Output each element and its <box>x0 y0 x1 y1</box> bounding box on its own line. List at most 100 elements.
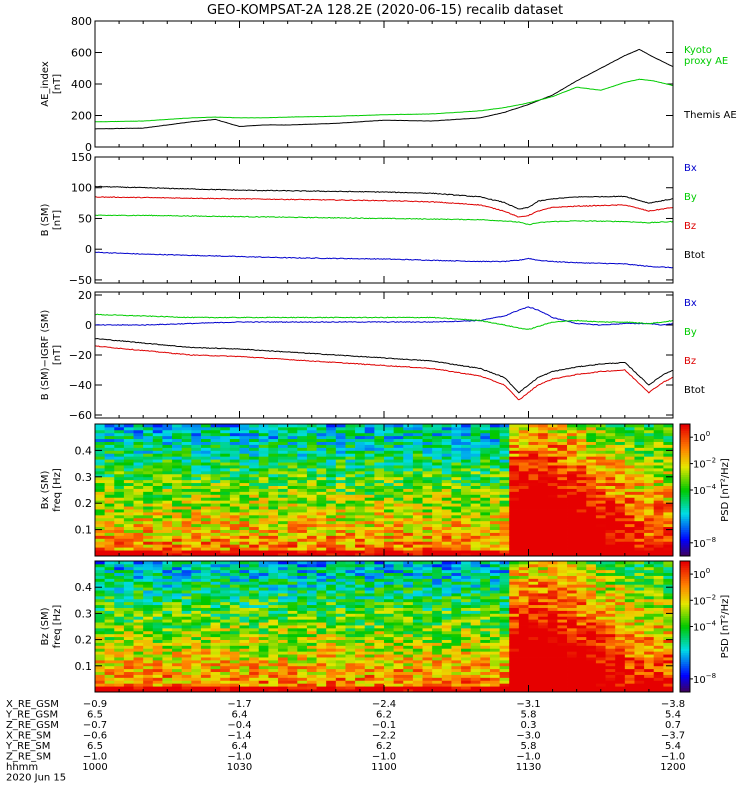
heatmap-cell <box>306 523 317 528</box>
heatmap-cell <box>480 654 491 658</box>
heatmap-cell <box>133 645 144 649</box>
heatmap-cell <box>316 503 327 507</box>
heatmap-cell <box>538 538 549 542</box>
heatmap-cell <box>595 456 606 460</box>
heatmap-cell <box>432 447 443 451</box>
heatmap-cell <box>403 500 414 504</box>
heatmap-cell <box>480 438 491 442</box>
heatmap-cell <box>422 625 433 629</box>
heatmap-cell <box>229 598 240 603</box>
heatmap-cell <box>441 665 452 670</box>
heatmap-cell <box>162 538 173 542</box>
heatmap-cell <box>480 509 491 513</box>
heatmap-cell <box>335 473 346 478</box>
heatmap-cell <box>374 453 385 457</box>
heatmap-cell <box>249 441 260 445</box>
heatmap-cell <box>316 584 327 588</box>
heatmap-cell <box>152 432 163 437</box>
heatmap-cell <box>480 671 491 675</box>
heatmap-cell <box>663 532 674 536</box>
heatmap-cell <box>268 662 279 667</box>
heatmap-cell <box>470 587 481 591</box>
heatmap-cell <box>143 607 154 611</box>
heatmap-cell <box>210 578 221 582</box>
heatmap-cell <box>152 550 163 554</box>
heatmap-cell <box>461 447 472 451</box>
heatmap-cell <box>644 482 655 486</box>
heatmap-cell <box>316 479 327 484</box>
heatmap-cell <box>181 604 192 608</box>
heatmap-cell <box>114 677 125 681</box>
heatmap-cell <box>258 601 269 606</box>
heatmap-cell <box>191 447 202 451</box>
heatmap-cell <box>287 654 298 658</box>
heatmap-cell <box>538 479 549 484</box>
heatmap-cell <box>278 497 289 501</box>
heatmap-cell <box>133 450 144 454</box>
heatmap-cell <box>95 642 106 646</box>
heatmap-cell <box>528 497 539 501</box>
heatmap-cell <box>181 572 192 576</box>
heatmap-cell <box>104 654 115 658</box>
heatmap-cell <box>326 575 337 579</box>
heatmap-cell <box>297 607 308 611</box>
heatmap-cell <box>172 648 183 652</box>
heatmap-cell <box>595 497 606 501</box>
heatmap-cell <box>210 613 221 617</box>
heatmap-cell <box>152 625 163 629</box>
heatmap-cell <box>297 553 308 557</box>
heatmap-cell <box>306 680 317 684</box>
heatmap-cell <box>528 479 539 484</box>
heatmap-cell <box>412 625 423 629</box>
heatmap-cell <box>480 659 491 664</box>
heatmap-cell <box>114 441 125 445</box>
heatmap-cell <box>451 654 462 658</box>
heatmap-cell <box>268 639 279 643</box>
heatmap-cell <box>432 520 443 525</box>
heatmap-cell <box>278 506 289 510</box>
heatmap-cell <box>172 584 183 588</box>
heatmap-cell <box>480 541 491 545</box>
heatmap-cell <box>123 613 134 617</box>
heatmap-cell <box>239 553 250 557</box>
heatmap-cell <box>143 671 154 675</box>
heatmap-cell <box>499 547 510 551</box>
heatmap-cell <box>355 627 366 632</box>
heatmap-cell <box>489 447 500 451</box>
heatmap-cell <box>200 535 211 539</box>
heatmap-cell <box>229 517 240 522</box>
heatmap-cell <box>239 532 250 536</box>
heatmap-cell <box>306 604 317 608</box>
heatmap-cell <box>162 575 173 579</box>
heatmap-cell <box>287 651 298 655</box>
heatmap-cell <box>316 512 327 516</box>
heatmap-cell <box>441 625 452 629</box>
heatmap-cell <box>326 476 337 481</box>
heatmap-cell <box>355 622 366 626</box>
heatmap-cell <box>249 541 260 545</box>
heatmap-cell <box>624 468 635 472</box>
heatmap-cell <box>364 438 375 442</box>
heatmap-cell <box>104 674 115 678</box>
heatmap-cell <box>461 581 472 585</box>
heatmap-cell <box>374 645 385 649</box>
heatmap-cell <box>133 424 144 428</box>
heatmap-cell <box>181 671 192 675</box>
heatmap-cell <box>258 512 269 516</box>
heatmap-cell <box>133 584 144 588</box>
heatmap-cell <box>316 598 327 603</box>
colorbar-cell <box>680 516 690 519</box>
heatmap-cell <box>489 590 500 594</box>
heatmap-cell <box>306 426 317 431</box>
heatmap-cell <box>133 639 144 643</box>
heatmap-cell <box>605 470 616 475</box>
heatmap-cell <box>470 465 481 469</box>
heatmap-cell <box>335 479 346 484</box>
heatmap-cell <box>258 520 269 525</box>
heatmap-cell <box>162 435 173 440</box>
heatmap-cell <box>191 627 202 632</box>
heatmap-cell <box>249 503 260 507</box>
heatmap-cell <box>345 506 356 510</box>
heatmap-cell <box>278 553 289 557</box>
heatmap-cell <box>663 535 674 539</box>
